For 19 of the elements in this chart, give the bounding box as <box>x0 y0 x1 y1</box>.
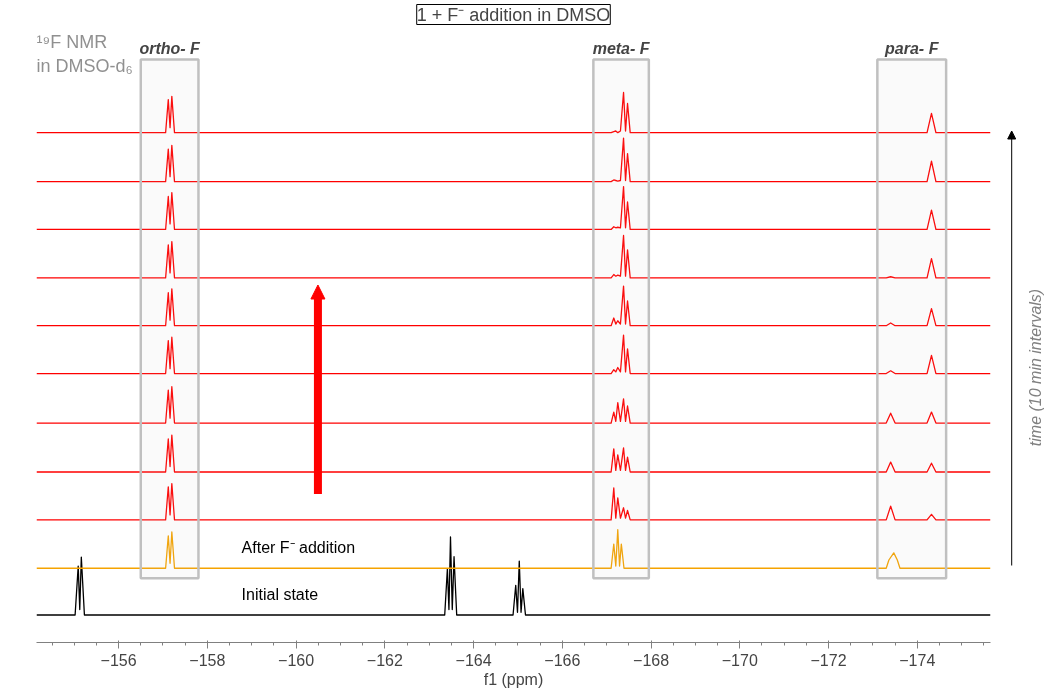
x-tick-label: −160 <box>278 651 315 669</box>
x-tick-label: −162 <box>366 651 403 669</box>
text: ¹⁹F NMR in DMSO-d₆ <box>36 32 133 76</box>
x-tick-label: −156 <box>100 651 137 669</box>
x-tick-label: −158 <box>189 651 226 669</box>
x-tick-label: −164 <box>455 651 492 669</box>
series-label: After F⁻ addition <box>241 539 356 557</box>
x-tick-label: −166 <box>544 651 581 669</box>
x-tick-label: −170 <box>721 651 758 669</box>
x-tick-label: −172 <box>810 651 847 669</box>
text: time (10 min intervals) <box>1026 288 1044 447</box>
x-axis-title: f1 (ppm) <box>483 670 544 688</box>
x-tick-label: −168 <box>633 651 670 669</box>
series-label: Initial state <box>241 585 319 603</box>
band-label: para- F <box>884 39 940 57</box>
x-tick-label: −174 <box>899 651 936 669</box>
band-label: meta- F <box>592 39 651 57</box>
chart-title: 1 + F⁻ addition in DMSO <box>416 4 611 25</box>
band-label: ortho- F <box>139 39 202 57</box>
